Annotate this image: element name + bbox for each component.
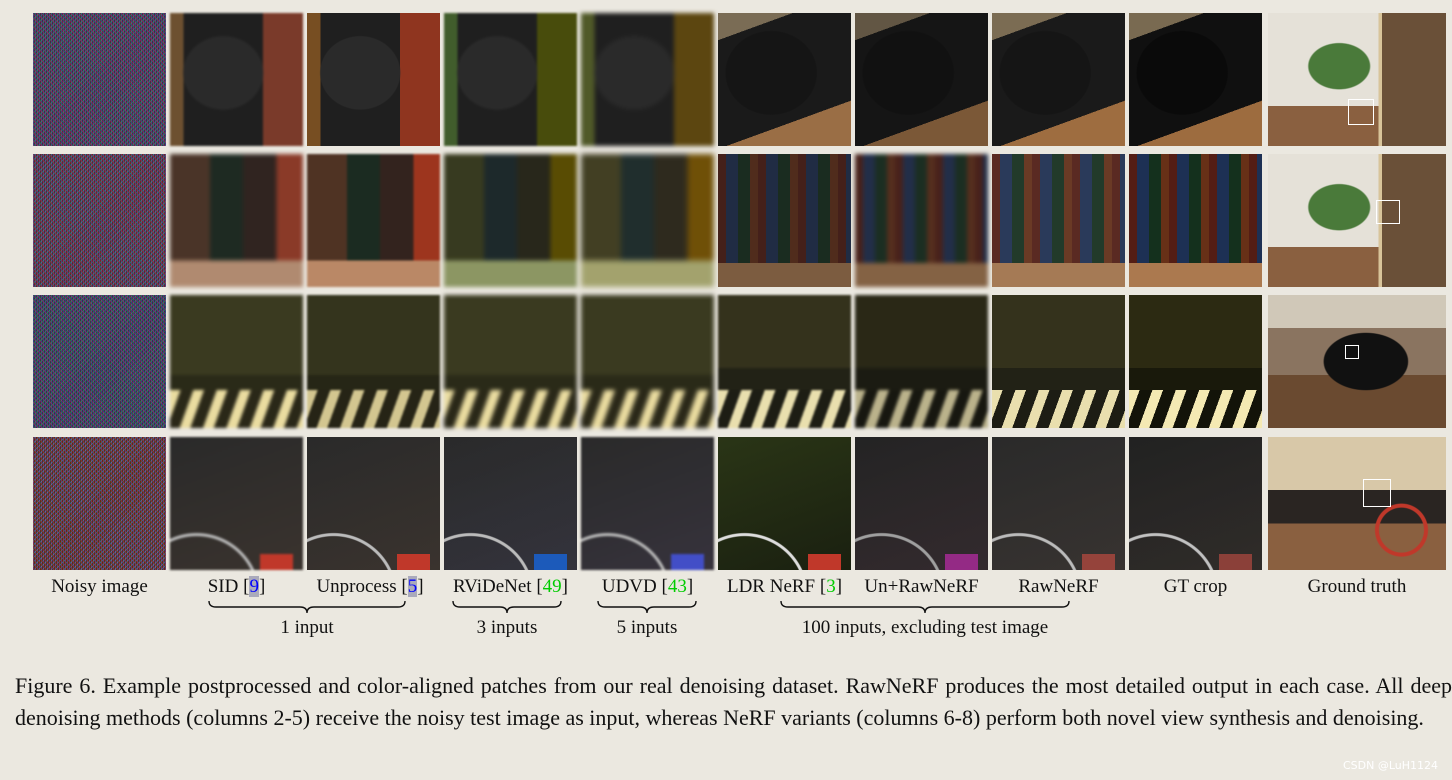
patch-unrawnerf-row3 bbox=[855, 295, 988, 428]
brace-5-inputs bbox=[597, 600, 697, 614]
citation-link[interactable]: 43 bbox=[667, 576, 687, 597]
patch-noisy-row1 bbox=[33, 13, 166, 146]
patch-sid-row3 bbox=[170, 295, 303, 428]
patch-gtcrop-row4 bbox=[1129, 437, 1262, 570]
watermark: CSDN @LuH1124 bbox=[1342, 759, 1438, 772]
patch-unprocess-row2 bbox=[307, 154, 440, 287]
patch-rvidenet-row1 bbox=[444, 13, 577, 146]
citation-link[interactable]: 5 bbox=[407, 576, 418, 597]
brace-3-inputs bbox=[452, 600, 562, 614]
patch-unprocess-row4 bbox=[307, 437, 440, 570]
citation-link[interactable]: 9 bbox=[249, 576, 259, 597]
patch-ldrnerf-row2 bbox=[718, 154, 851, 287]
patch-udvd-row3 bbox=[581, 295, 714, 428]
patch-noisy-row3 bbox=[33, 295, 166, 428]
patch-rvidenet-row3 bbox=[444, 295, 577, 428]
patch-unprocess-row1 bbox=[307, 13, 440, 146]
brace-100-inputs bbox=[780, 600, 1070, 614]
patch-unrawnerf-row1 bbox=[855, 13, 988, 146]
column-label-ground-truth: Ground truth bbox=[1307, 576, 1407, 597]
patch-rvidenet-row2 bbox=[444, 154, 577, 287]
patch-noisy-row2 bbox=[33, 154, 166, 287]
patch-gtcrop-row2 bbox=[1129, 154, 1262, 287]
brace-1-input bbox=[208, 600, 406, 614]
column-label-noisy: Noisy image bbox=[51, 576, 148, 597]
ground-truth-row1 bbox=[1268, 13, 1446, 146]
figure-caption: Figure 6. Example postprocessed and colo… bbox=[15, 673, 1452, 730]
patch-rawnerf-row3 bbox=[992, 295, 1125, 428]
group-label-3-inputs: 3 inputs bbox=[476, 617, 538, 638]
patch-udvd-row4 bbox=[581, 437, 714, 570]
crop-indicator bbox=[1363, 479, 1391, 507]
figure-grid bbox=[33, 13, 1446, 570]
crop-indicator bbox=[1348, 99, 1374, 125]
patch-unrawnerf-row2 bbox=[855, 154, 988, 287]
patch-udvd-row2 bbox=[581, 154, 714, 287]
crop-indicator bbox=[1345, 345, 1359, 359]
column-label-udvd: UDVD [43] bbox=[601, 576, 694, 597]
group-label-1-input: 1 input bbox=[280, 617, 334, 638]
patch-rawnerf-row1 bbox=[992, 13, 1125, 146]
column-label-rawnerf: RawNeRF bbox=[1018, 576, 1099, 597]
patch-ldrnerf-row1 bbox=[718, 13, 851, 146]
patch-unprocess-row3 bbox=[307, 295, 440, 428]
patch-ldrnerf-row4 bbox=[718, 437, 851, 570]
citation-link[interactable]: 3 bbox=[826, 576, 836, 597]
ground-truth-row3 bbox=[1268, 295, 1446, 428]
column-label-rvidenet: RViDeNet [49] bbox=[452, 576, 568, 597]
patch-gtcrop-row1 bbox=[1129, 13, 1262, 146]
patch-rvidenet-row4 bbox=[444, 437, 577, 570]
patch-unrawnerf-row4 bbox=[855, 437, 988, 570]
ground-truth-row4 bbox=[1268, 437, 1446, 570]
patch-rawnerf-row4 bbox=[992, 437, 1125, 570]
column-label-gtcrop: GT crop bbox=[1163, 576, 1228, 597]
patch-sid-row2 bbox=[170, 154, 303, 287]
patch-sid-row4 bbox=[170, 437, 303, 570]
patch-ldrnerf-row3 bbox=[718, 295, 851, 428]
patch-udvd-row1 bbox=[581, 13, 714, 146]
column-label-unprocess: Unprocess [5] bbox=[316, 576, 424, 597]
crop-indicator bbox=[1376, 200, 1400, 224]
column-label-sid: SID [9] bbox=[207, 576, 266, 597]
ground-truth-row2 bbox=[1268, 154, 1446, 287]
group-label-100-inputs: 100 inputs, excluding test image bbox=[801, 617, 1049, 638]
citation-link[interactable]: 49 bbox=[542, 576, 562, 597]
patch-sid-row1 bbox=[170, 13, 303, 146]
group-label-5-inputs: 5 inputs bbox=[616, 617, 678, 638]
patch-rawnerf-row2 bbox=[992, 154, 1125, 287]
patch-noisy-row4 bbox=[33, 437, 166, 570]
column-label-unrawnerf: Un+RawNeRF bbox=[864, 576, 979, 597]
patch-gtcrop-row3 bbox=[1129, 295, 1262, 428]
column-label-ldrnerf: LDR NeRF [3] bbox=[726, 576, 843, 597]
